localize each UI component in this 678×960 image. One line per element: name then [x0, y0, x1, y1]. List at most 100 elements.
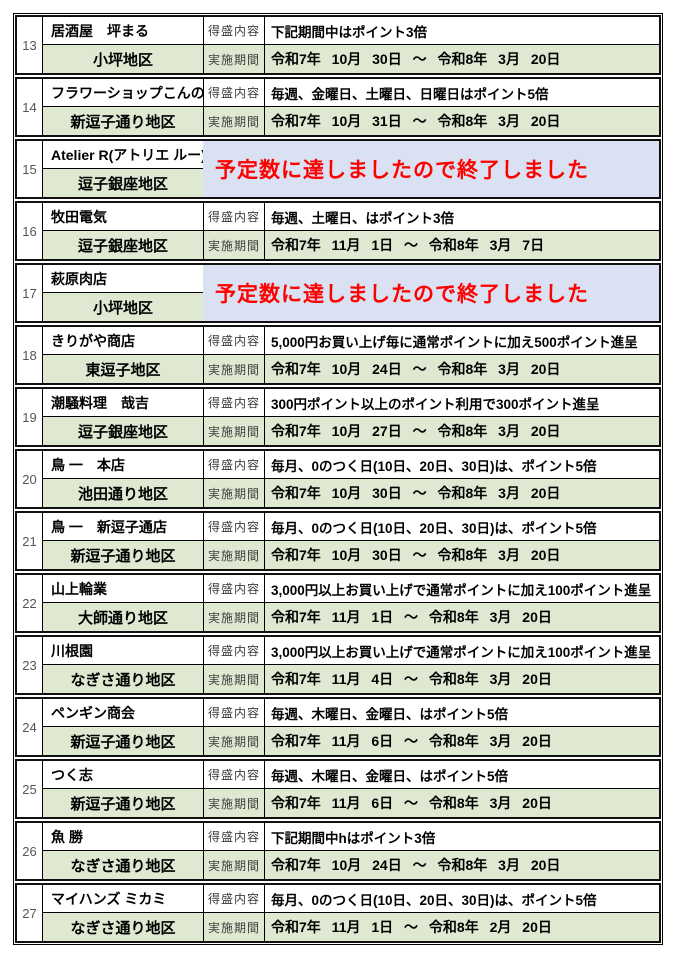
period-label: 実施期間	[203, 727, 265, 755]
content-label: 得盛内容	[203, 761, 265, 789]
district-name: 逗子銀座地区	[43, 231, 203, 259]
shop-entry: 23 川根園 得盛内容 3,000円以上お買い上げで通常ポイントに加え100ポイ…	[15, 635, 661, 695]
period-text: 令和7年 11月 1日 ～ 令和8年 3月 7日	[265, 231, 659, 259]
content-text: 毎月、0のつく日(10日、20日、30日)は、ポイント5倍	[265, 885, 659, 913]
district-name: 新逗子通り地区	[43, 107, 203, 135]
entry-number: 19	[17, 389, 43, 445]
shop-entry: 14 フラワーショップこんの 得盛内容 毎週、金曜日、土曜日、日曜日はポイント5…	[15, 77, 661, 137]
period-label: 実施期間	[203, 603, 265, 631]
content-label: 得盛内容	[203, 17, 265, 45]
period-text: 令和7年 10月 30日 ～ 令和8年 3月 20日	[265, 479, 659, 507]
shop-name: ペンギン商会	[43, 699, 203, 727]
district-name: 大師通り地区	[43, 603, 203, 631]
shop-name: 魚 勝	[43, 823, 203, 851]
period-label: 実施期間	[203, 107, 265, 135]
content-label: 得盛内容	[203, 327, 265, 355]
district-name: 新逗子通り地区	[43, 541, 203, 569]
period-label: 実施期間	[203, 789, 265, 817]
shop-entry: 26 魚 勝 得盛内容 下記期間中hはポイント3倍 なぎさ通り地区 実施期間 令…	[15, 821, 661, 881]
entry-number: 20	[17, 451, 43, 507]
period-label: 実施期間	[203, 665, 265, 693]
shop-entry: 19 潮騒料理 哉吉 得盛内容 300円ポイント以上のポイント利用で300ポイン…	[15, 387, 661, 447]
shop-entry: 16 牧田電気 得盛内容 毎週、土曜日、はポイント3倍 逗子銀座地区 実施期間 …	[15, 201, 661, 261]
shop-campaign-table: 13 居酒屋 坪まる 得盛内容 下記期間中はポイント3倍 小坪地区 実施期間 令…	[13, 13, 663, 945]
content-label: 得盛内容	[203, 79, 265, 107]
period-label: 実施期間	[203, 479, 265, 507]
content-text: 下記期間中hはポイント3倍	[265, 823, 659, 851]
district-name: 東逗子地区	[43, 355, 203, 383]
period-label: 実施期間	[203, 851, 265, 879]
period-text: 令和7年 11月 1日 ～ 令和8年 2月 20日	[265, 913, 659, 941]
content-text: 下記期間中はポイント3倍	[265, 17, 659, 45]
content-text: 毎週、土曜日、はポイント3倍	[265, 203, 659, 231]
content-text: 毎週、金曜日、土曜日、日曜日はポイント5倍	[265, 79, 659, 107]
shop-entry: 20 鳥 一 本店 得盛内容 毎月、0のつく日(10日、20日、30日)は、ポイ…	[15, 449, 661, 509]
period-text: 令和7年 11月 6日 ～ 令和8年 3月 20日	[265, 727, 659, 755]
entry-number: 27	[17, 885, 43, 941]
content-label: 得盛内容	[203, 451, 265, 479]
shop-entry: 27 マイハンズ ミカミ 得盛内容 毎月、0のつく日(10日、20日、30日)は…	[15, 883, 661, 943]
shop-name: 鳥 一 新逗子通店	[43, 513, 203, 541]
shop-name: 川根園	[43, 637, 203, 665]
entry-number: 22	[17, 575, 43, 631]
entry-number: 14	[17, 79, 43, 135]
shop-entry-ended: 15 Atelier R(アトリエ ルー) 逗子銀座地区 予定数に達しましたので…	[15, 139, 661, 199]
shop-name: 鳥 一 本店	[43, 451, 203, 479]
district-name: 小坪地区	[43, 45, 203, 73]
content-text: 3,000円以上お買い上げで通常ポイントに加え100ポイント進呈	[265, 575, 659, 603]
content-label: 得盛内容	[203, 823, 265, 851]
entry-number: 24	[17, 699, 43, 755]
district-name: 逗子銀座地区	[43, 169, 203, 197]
shop-name: つく志	[43, 761, 203, 789]
content-text: 毎月、0のつく日(10日、20日、30日)は、ポイント5倍	[265, 451, 659, 479]
district-name: 小坪地区	[43, 293, 203, 321]
shop-name: 居酒屋 坪まる	[43, 17, 203, 45]
entry-number: 18	[17, 327, 43, 383]
district-name: 新逗子通り地区	[43, 727, 203, 755]
district-name: 池田通り地区	[43, 479, 203, 507]
period-label: 実施期間	[203, 45, 265, 73]
shop-name: 牧田電気	[43, 203, 203, 231]
shop-name: きりがや商店	[43, 327, 203, 355]
period-label: 実施期間	[203, 913, 265, 941]
period-text: 令和7年 10月 24日 ～ 令和8年 3月 20日	[265, 851, 659, 879]
period-label: 実施期間	[203, 355, 265, 383]
entry-number: 15	[17, 141, 43, 197]
period-text: 令和7年 10月 24日 ～ 令和8年 3月 20日	[265, 355, 659, 383]
period-text: 令和7年 11月 1日 ～ 令和8年 3月 20日	[265, 603, 659, 631]
content-label: 得盛内容	[203, 203, 265, 231]
content-text: 毎週、木曜日、金曜日、はポイント5倍	[265, 761, 659, 789]
district-name: 新逗子通り地区	[43, 789, 203, 817]
content-label: 得盛内容	[203, 637, 265, 665]
shop-entry: 21 鳥 一 新逗子通店 得盛内容 毎月、0のつく日(10日、20日、30日)は…	[15, 511, 661, 571]
entry-number: 16	[17, 203, 43, 259]
shop-name: Atelier R(アトリエ ルー)	[43, 141, 203, 169]
content-text: 3,000円以上お買い上げで通常ポイントに加え100ポイント進呈	[265, 637, 659, 665]
shop-entry-ended: 17 萩原肉店 小坪地区 予定数に達しましたので終了しました	[15, 263, 661, 323]
district-name: なぎさ通り地区	[43, 913, 203, 941]
shop-entry: 25 つく志 得盛内容 毎週、木曜日、金曜日、はポイント5倍 新逗子通り地区 実…	[15, 759, 661, 819]
shop-name: フラワーショップこんの	[43, 79, 203, 107]
content-label: 得盛内容	[203, 513, 265, 541]
shop-entry: 24 ペンギン商会 得盛内容 毎週、木曜日、金曜日、はポイント5倍 新逗子通り地…	[15, 697, 661, 757]
shop-name: マイハンズ ミカミ	[43, 885, 203, 913]
period-text: 令和7年 10月 27日 ～ 令和8年 3月 20日	[265, 417, 659, 445]
entry-number: 23	[17, 637, 43, 693]
shop-name: 山上輪業	[43, 575, 203, 603]
shop-name: 潮騒料理 哉吉	[43, 389, 203, 417]
period-text: 令和7年 11月 4日 ～ 令和8年 3月 20日	[265, 665, 659, 693]
entry-number: 25	[17, 761, 43, 817]
shop-name: 萩原肉店	[43, 265, 203, 293]
period-label: 実施期間	[203, 231, 265, 259]
content-text: 300円ポイント以上のポイント利用で300ポイント進呈	[265, 389, 659, 417]
content-text: 5,000円お買い上げ毎に通常ポイントに加え500ポイント進呈	[265, 327, 659, 355]
period-text: 令和7年 10月 30日 ～ 令和8年 3月 20日	[265, 45, 659, 73]
ended-banner: 予定数に達しましたので終了しました	[203, 141, 659, 197]
district-name: なぎさ通り地区	[43, 851, 203, 879]
period-text: 令和7年 11月 6日 ～ 令和8年 3月 20日	[265, 789, 659, 817]
period-text: 令和7年 10月 31日 ～ 令和8年 3月 20日	[265, 107, 659, 135]
period-label: 実施期間	[203, 417, 265, 445]
entry-number: 13	[17, 17, 43, 73]
content-label: 得盛内容	[203, 389, 265, 417]
shop-entry: 13 居酒屋 坪まる 得盛内容 下記期間中はポイント3倍 小坪地区 実施期間 令…	[15, 15, 661, 75]
